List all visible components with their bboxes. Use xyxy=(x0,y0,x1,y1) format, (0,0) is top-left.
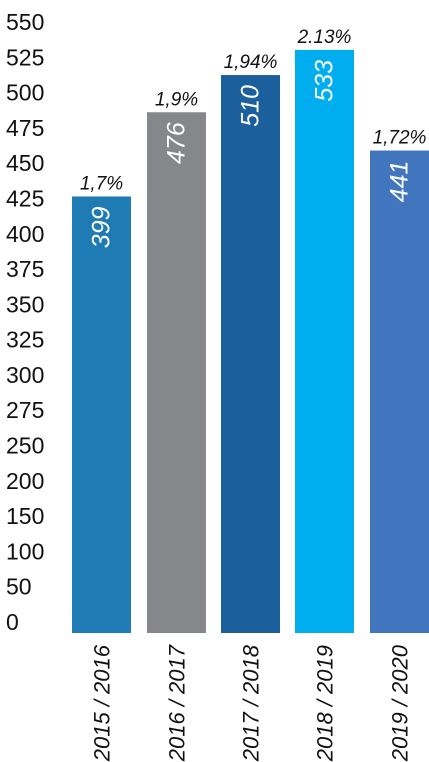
bars: 399 1,7% 476 1,9% 510 1,94% 533 2.13% 441 1,72% xyxy=(72,27,429,634)
y-tick-label-50: 50 xyxy=(6,574,32,600)
y-tick-label-500: 500 xyxy=(6,80,44,106)
y-tick-label-275: 275 xyxy=(6,397,44,423)
y-tick-label-475: 475 xyxy=(6,115,44,141)
y-tick-label-400: 400 xyxy=(6,221,44,247)
bar-value-label: 510 xyxy=(237,85,265,127)
y-tick-label-100: 100 xyxy=(6,538,44,564)
percent-label: 1,94% xyxy=(224,52,278,73)
y-tick-label-550: 550 xyxy=(6,9,44,35)
y-tick-label-0: 0 xyxy=(6,609,19,635)
y-axis: 0 50 100 150 200 250 275 300 325 350 375 400 425 450 4… xyxy=(6,9,44,635)
y-tick-label-250: 250 xyxy=(6,433,44,459)
bar-2015-2016 xyxy=(72,196,131,633)
y-tick-label-150: 150 xyxy=(6,503,44,529)
percent-label: 2.13% xyxy=(297,27,352,48)
bar-2016-2017 xyxy=(147,112,206,634)
y-tick-label-450: 450 xyxy=(6,150,44,176)
x-axis: 2015 / 2016 2016 / 2017 2017 / 2018 2018 / … xyxy=(90,644,413,762)
x-tick-label: 2019 / 2020 xyxy=(388,644,413,762)
y-tick-label-300: 300 xyxy=(6,362,44,388)
y-tick-label-375: 375 xyxy=(6,256,44,282)
percent-label: 1,7% xyxy=(80,173,123,194)
percent-label: 1,72% xyxy=(373,128,427,149)
bar-value-label: 533 xyxy=(311,60,339,102)
bar-value-label: 441 xyxy=(386,161,414,203)
y-tick-label-425: 425 xyxy=(6,185,44,211)
y-tick-label-350: 350 xyxy=(6,291,44,317)
x-tick-label: 2016 / 2017 xyxy=(165,644,190,762)
bar-2017-2018 xyxy=(221,75,280,633)
x-tick-label: 2018 / 2019 xyxy=(313,645,338,762)
percent-label: 1,9% xyxy=(155,89,198,110)
bar-value-label: 399 xyxy=(88,206,116,248)
y-tick-label-200: 200 xyxy=(6,468,44,494)
bar-2018-2019 xyxy=(295,49,354,633)
x-tick-label: 2017 / 2018 xyxy=(239,644,264,762)
y-tick-label-325: 325 xyxy=(6,327,44,353)
x-tick-label: 2015 / 2016 xyxy=(90,644,115,762)
bar-value-label: 476 xyxy=(163,122,191,164)
bar-2019-2020 xyxy=(370,150,429,633)
y-tick-label-525: 525 xyxy=(6,44,44,70)
